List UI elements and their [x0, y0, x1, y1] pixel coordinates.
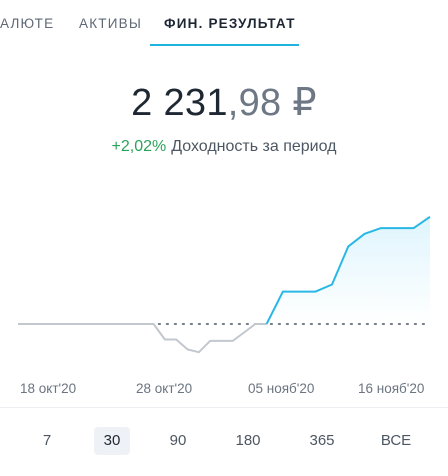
- tab-assets[interactable]: АКТИВЫ: [79, 16, 142, 31]
- chart-area-fill: [266, 216, 430, 324]
- period-7-button[interactable]: 7: [42, 432, 52, 449]
- amount-integer: 2 231: [131, 82, 228, 124]
- tab-financial-result[interactable]: ФИН. РЕЗУЛЬТАТ: [164, 16, 296, 31]
- date-label: 05 нояб'20: [248, 381, 315, 396]
- period-all-button[interactable]: ВСЕ: [380, 432, 412, 449]
- result-amount: 2 231,98 ₽: [0, 80, 448, 126]
- period-30-button[interactable]: 30: [94, 427, 130, 455]
- date-label: 16 нояб'20: [358, 381, 425, 396]
- period-365-button[interactable]: 365: [309, 432, 335, 449]
- date-label: 28 окт'20: [136, 381, 193, 396]
- chart-series-line-negative: [18, 323, 267, 354]
- yield-percent: +2,02%: [111, 138, 167, 155]
- chart-series-line-positive: [265, 215, 431, 325]
- yield-row: +2,02% Доходность за период: [0, 138, 448, 156]
- divider: [0, 407, 448, 408]
- tab-currency[interactable]: АЛЮТЕ: [0, 16, 55, 31]
- yield-label: Доходность за период: [171, 138, 337, 155]
- date-label: 18 окт'20: [20, 381, 77, 396]
- asset-tabs: АЛЮТЕ АКТИВЫ ФИН. РЕЗУЛЬТАТ: [0, 0, 448, 48]
- active-tab-indicator: [150, 44, 299, 46]
- amount-decimal: ,98 ₽: [227, 82, 317, 124]
- period-90-button[interactable]: 90: [169, 432, 187, 449]
- period-180-button[interactable]: 180: [235, 432, 261, 449]
